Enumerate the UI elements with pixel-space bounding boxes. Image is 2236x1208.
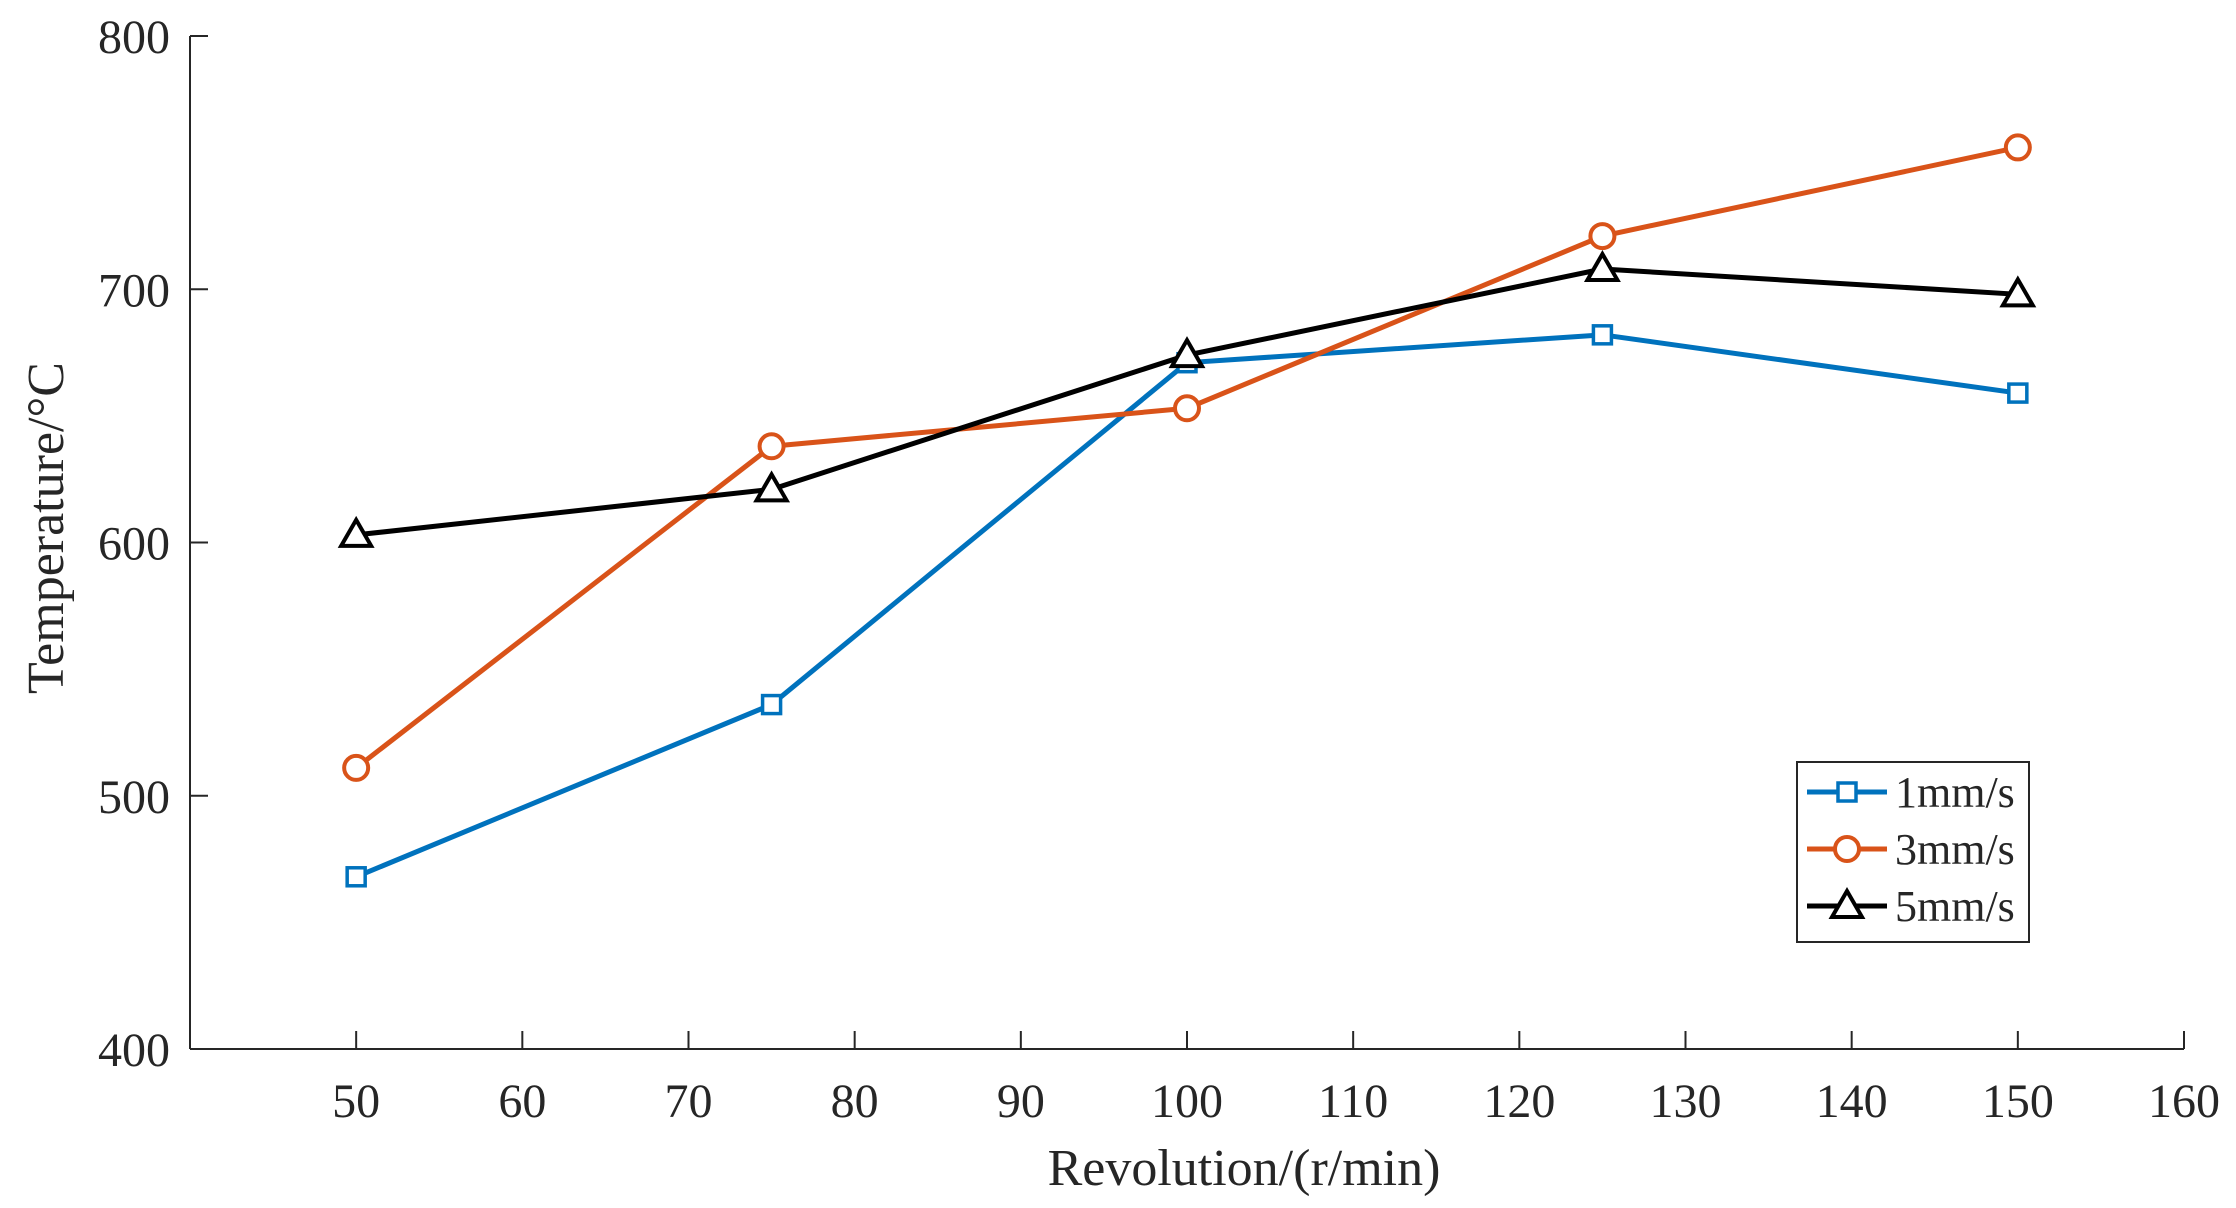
- data-point: [345, 866, 367, 888]
- data-point: [337, 515, 375, 548]
- data-point: [2003, 133, 2032, 162]
- data-point: [1591, 324, 1614, 346]
- series-5mm/s: [337, 249, 2037, 548]
- data-point: [1168, 336, 1206, 369]
- data-point: [2007, 382, 2029, 404]
- x-tick-label: 130: [1650, 1075, 1722, 1128]
- x-tick-label: 70: [665, 1075, 713, 1128]
- legend-item: 3mm/s: [1807, 825, 2015, 874]
- y-tick-label: 500: [98, 771, 170, 824]
- x-tick-label: 120: [1483, 1075, 1555, 1128]
- x-tick-label: 110: [1318, 1075, 1388, 1128]
- x-tick-label: 100: [1151, 1075, 1223, 1128]
- x-axis-label: Revolution/(r/min): [1048, 1140, 1441, 1197]
- data-point: [1588, 222, 1617, 251]
- y-tick-label: 400: [98, 1024, 170, 1077]
- ticks: 50 60 70 80 90 100 110 120 130 140 150 160 400 500 600…: [98, 11, 2220, 1128]
- series-group: [337, 133, 2037, 888]
- x-tick-label: 50: [332, 1075, 380, 1128]
- legend-label: 1mm/s: [1895, 768, 2015, 817]
- x-tick-label: 80: [831, 1075, 879, 1128]
- legend-marker: [1836, 781, 1858, 803]
- data-point: [760, 693, 783, 716]
- x-tick-label: 60: [498, 1075, 546, 1128]
- legend: 1mm/s 3mm/s 5mm/s: [1796, 761, 2030, 943]
- data-point: [753, 470, 791, 503]
- legend-marker: [1833, 835, 1861, 863]
- data-point: [757, 432, 786, 461]
- legend-marker: [1828, 886, 1866, 919]
- legend-label: 3mm/s: [1895, 825, 2015, 874]
- x-tick-label: 90: [997, 1075, 1045, 1128]
- x-tick-label: 160: [2148, 1075, 2220, 1128]
- y-tick-label: 700: [98, 264, 170, 317]
- y-tick-label: 800: [98, 11, 170, 64]
- legend-item: 1mm/s: [1807, 768, 2015, 817]
- x-tick-label: 150: [1982, 1075, 2054, 1128]
- series-line: [354, 144, 2019, 770]
- series-3mm/s: [342, 133, 2032, 782]
- y-axis-label: Temperature/°C: [18, 362, 75, 694]
- data-point: [1583, 249, 1621, 282]
- data-point: [1173, 394, 1201, 423]
- data-point: [1999, 275, 2037, 308]
- y-tick-label: 600: [98, 518, 170, 571]
- legend-label: 5mm/s: [1895, 882, 2015, 931]
- x-tick-label: 140: [1816, 1075, 1888, 1128]
- legend-item: 5mm/s: [1807, 882, 2015, 931]
- data-point: [342, 753, 371, 782]
